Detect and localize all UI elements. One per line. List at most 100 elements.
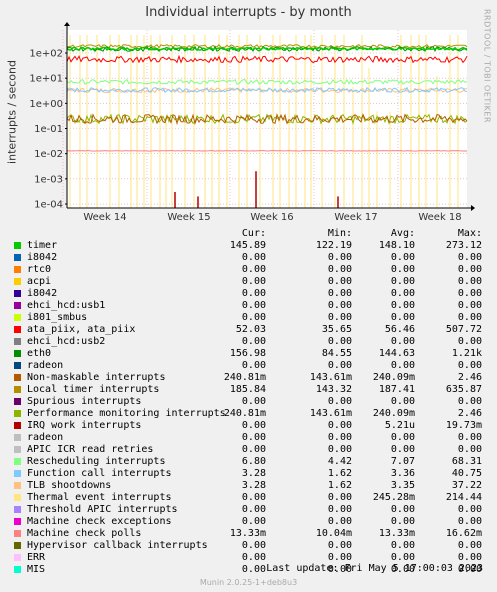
legend-value-max: 0.00 (457, 552, 482, 563)
legend-value-avg: 7.07 (390, 456, 415, 467)
legend-row: i8042 0.00 0.00 0.00 0.00 (0, 288, 497, 300)
grid-lines (62, 30, 467, 208)
legend-row: rtc0 0.00 0.00 0.00 0.00 (0, 264, 497, 276)
legend-value-cur: 0.00 (241, 264, 266, 275)
series-line-timer (66, 46, 468, 52)
col-max-header: Max: (457, 228, 482, 239)
legend-value-max: 2.46 (457, 372, 482, 383)
legend-row: Hypervisor callback interrupts 0.00 0.00 0.… (0, 540, 497, 552)
legend-swatch (14, 542, 21, 549)
x-axis-arrow (471, 205, 475, 211)
legend-value-min: 0.00 (327, 432, 352, 443)
legend-value-cur: 156.98 (229, 348, 266, 359)
legend-value-cur: 0.00 (241, 336, 266, 347)
legend-row: Thermal event interrupts 0.00 0.00 245.28m 2… (0, 492, 497, 504)
legend-swatch (14, 458, 21, 465)
legend-swatch (14, 362, 21, 369)
legend-swatch (14, 314, 21, 321)
munin-version: Munin 2.0.25-1+deb8u3 (199, 578, 298, 587)
legend-value-max: 0.00 (457, 336, 482, 347)
y-axis-arrow (64, 22, 70, 26)
legend-value-avg: 5.21u (384, 420, 415, 431)
series-line-function-call (66, 86, 468, 94)
legend-value-cur: 0.00 (241, 432, 266, 443)
x-tick-label: Week 16 (250, 212, 293, 223)
legend-series-name: Thermal event interrupts (27, 492, 172, 503)
legend-row: Local timer interrupts 185.84 143.32 187.41… (0, 384, 497, 396)
legend-value-avg: 245.28m (372, 492, 415, 503)
legend-value-min: 35.65 (321, 324, 352, 335)
legend-value-max: 0.00 (457, 540, 482, 551)
legend-value-max: 635.87 (445, 384, 482, 395)
legend-value-avg: 0.00 (390, 432, 415, 443)
legend-value-avg: 0.00 (390, 312, 415, 323)
legend-series-name: Machine check polls (27, 528, 142, 539)
legend-swatch (14, 266, 21, 273)
legend-row: Function call interrupts 3.28 1.62 3.36 40.7… (0, 468, 497, 480)
legend-swatch (14, 422, 21, 429)
legend-value-min: 143.61m (309, 408, 352, 419)
legend-value-max: 0.00 (457, 504, 482, 515)
legend-value-max: 2.46 (457, 408, 482, 419)
legend-swatch (14, 290, 21, 297)
legend-swatch (14, 254, 21, 261)
chart-title: Individual interrupts - by month (145, 5, 352, 20)
legend-value-cur: 0.00 (241, 276, 266, 287)
legend-value-min: 0.00 (327, 288, 352, 299)
legend-value-min: 0.00 (327, 540, 352, 551)
legend-value-max: 0.00 (457, 396, 482, 407)
legend-value-cur: 3.28 (241, 468, 266, 479)
legend-value-max: 19.73m (445, 420, 482, 431)
legend-value-avg: 0.00 (390, 540, 415, 551)
legend-value-cur: 0.00 (241, 516, 266, 527)
legend-value-avg: 3.36 (390, 468, 415, 479)
legend-value-max: 0.00 (457, 432, 482, 443)
legend-value-cur: 0.00 (241, 444, 266, 455)
legend-value-avg: 0.00 (390, 276, 415, 287)
legend-row: radeon 0.00 0.00 0.00 0.00 (0, 360, 497, 372)
legend-swatch (14, 302, 21, 309)
legend-value-min: 0.00 (327, 264, 352, 275)
legend-row: Machine check polls 13.33m 10.04m 13.33m 16.… (0, 528, 497, 540)
legend-value-min: 84.55 (321, 348, 352, 359)
legend-swatch (14, 410, 21, 417)
x-tick-label: Week 14 (83, 212, 126, 223)
last-update: Last update: Fri May 5 17:00:03 2023 (266, 563, 483, 574)
legend-series-name: ehci_hcd:usb2 (27, 336, 106, 347)
legend-value-max: 0.00 (457, 252, 482, 263)
legend-row: timer 145.89 122.19 148.10 273.12 (0, 240, 497, 252)
legend-swatch (14, 338, 21, 345)
legend-value-avg: 0.00 (390, 264, 415, 275)
chart-plot: 1e+02 1e+01 1e+00 1e-01 1e-02 1e-03 1e-04 Week… (29, 22, 475, 223)
legend-value-min: 0.00 (327, 312, 352, 323)
plot-area (67, 30, 467, 208)
legend-value-cur: 0.00 (241, 492, 266, 503)
legend-value-avg: 0.00 (390, 504, 415, 515)
legend-value-min: 1.62 (327, 480, 352, 491)
x-tick-labels: Week 14 Week 15 Week 16 Week 17 Week 18 (83, 212, 461, 223)
legend-value-max: 0.00 (457, 444, 482, 455)
legend-value-cur: 6.80 (241, 456, 266, 467)
y-tick-label: 1e+02 (29, 49, 63, 60)
col-cur-header: Cur: (241, 228, 266, 239)
legend-row: Threshold APIC interrupts 0.00 0.00 0.00 0.0… (0, 504, 497, 516)
series-line-nmi (66, 112, 468, 126)
col-min-header: Min: (327, 228, 352, 239)
legend-series-name: acpi (27, 276, 52, 287)
legend-value-avg: 144.63 (378, 348, 415, 359)
legend-swatch (14, 446, 21, 453)
series-lines (66, 44, 468, 208)
legend-value-avg: 0.00 (390, 564, 415, 575)
legend-swatch (14, 350, 21, 357)
legend-value-avg: 3.35 (390, 480, 415, 491)
col-avg-header: Avg: (390, 228, 415, 239)
legend-value-avg: 0.00 (390, 552, 415, 563)
series-line-machine-check-polls (66, 150, 468, 152)
y-tick-label: 1e-02 (34, 149, 63, 160)
legend-row: ehci_hcd:usb2 0.00 0.00 0.00 0.00 (0, 336, 497, 348)
series-line-local-timer (66, 44, 468, 49)
legend-swatch (14, 470, 21, 477)
legend-value-avg: 0.00 (390, 336, 415, 347)
legend-series-name: Function call interrupts (27, 468, 172, 479)
legend-row: MIS 0.00 0.00 0.00 0.00 (0, 564, 497, 576)
